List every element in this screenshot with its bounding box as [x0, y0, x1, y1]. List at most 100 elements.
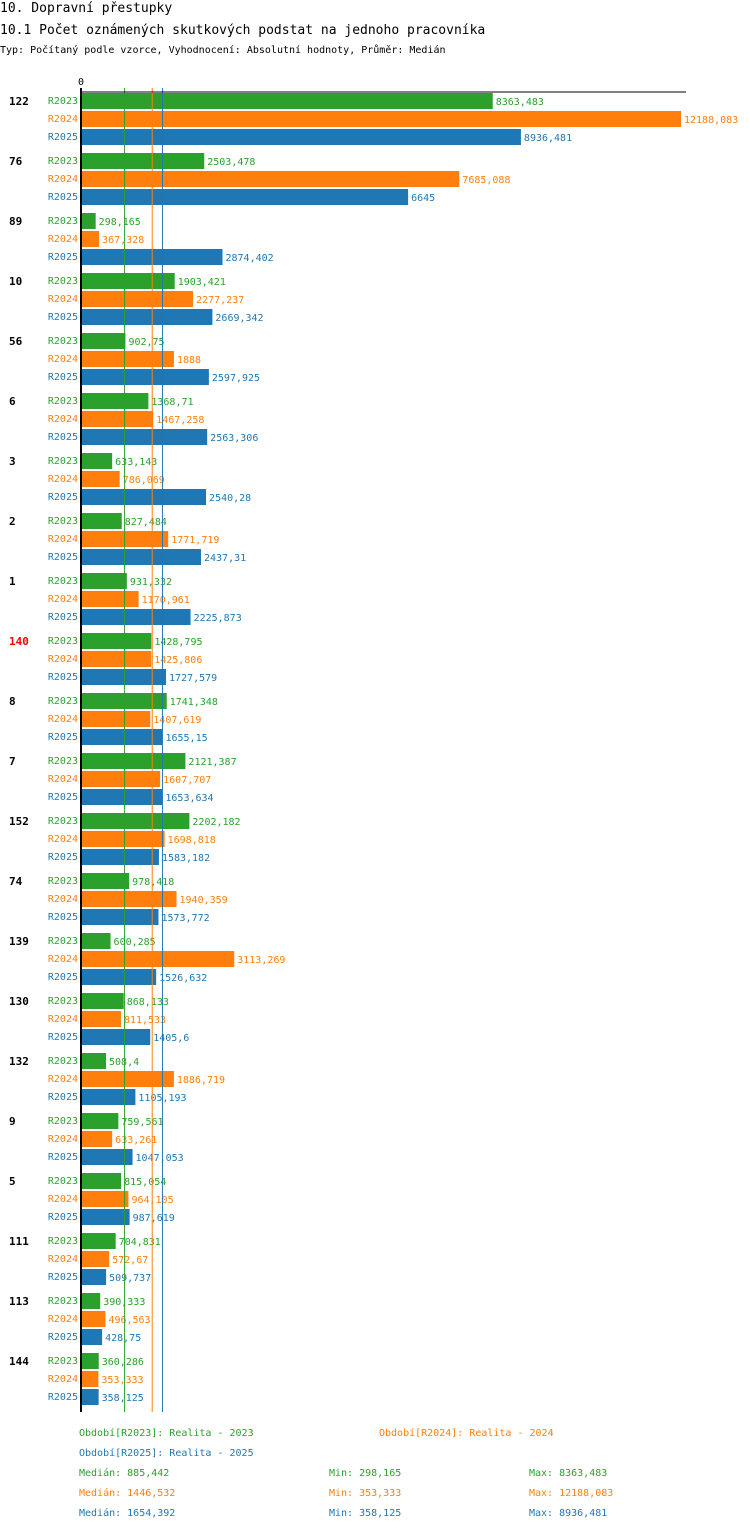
bar [81, 489, 207, 505]
category-label: 152 [9, 815, 29, 828]
data-label: 572,67 [112, 1255, 148, 1266]
max-r2024: Max: 12188,083 [529, 1488, 614, 1499]
bar [81, 831, 165, 847]
series-label: R2025 [48, 1212, 78, 1223]
category-label: 8 [9, 695, 16, 708]
data-label: 1583,182 [162, 853, 210, 864]
data-label: 1903,421 [178, 277, 226, 288]
data-label: 7685,088 [462, 175, 510, 186]
x-axis-tick-label: 0 [78, 77, 84, 88]
data-label: 2121,387 [188, 757, 236, 768]
category-label: 9 [9, 1115, 16, 1128]
bar [81, 213, 96, 229]
series-label: R2025 [48, 852, 78, 863]
data-label: 298,165 [99, 217, 141, 228]
category-label: 1 [9, 575, 16, 588]
category-label: 7 [9, 755, 16, 768]
data-label: 902,75 [128, 337, 164, 348]
series-label: R2024 [48, 894, 78, 905]
category-label: 130 [9, 995, 29, 1008]
category-label: 76 [9, 155, 23, 168]
bar [81, 129, 521, 145]
bar [81, 1029, 151, 1045]
data-label: 1888 [177, 355, 201, 366]
median-r2025: Medián: 1654,392 [79, 1508, 176, 1519]
data-label: 1886,719 [177, 1075, 225, 1086]
bar [81, 1293, 101, 1309]
data-label: 360,286 [102, 1357, 144, 1368]
data-label: 2437,31 [204, 553, 246, 564]
series-label: R2025 [48, 792, 78, 803]
bar [81, 873, 130, 889]
category-label: 5 [9, 1175, 16, 1188]
bar [81, 669, 167, 685]
chart-subtitle: 10.1 Počet oznámených skutkových podstat… [0, 23, 486, 38]
category-label: 10 [9, 275, 22, 288]
bar [81, 453, 113, 469]
data-label: 2202,182 [192, 817, 240, 828]
series-label: R2025 [48, 192, 78, 203]
bar [81, 909, 159, 925]
bar [81, 549, 201, 565]
bar [81, 1251, 110, 1267]
bar [81, 513, 122, 529]
bar [81, 1389, 99, 1405]
series-label: R2024 [48, 654, 78, 665]
data-label: 759,561 [121, 1117, 163, 1128]
series-label: R2023 [48, 1056, 78, 1067]
category-label: 89 [9, 215, 22, 228]
data-label: 827,484 [125, 517, 167, 528]
data-label: 353,333 [101, 1375, 143, 1386]
category-label: 139 [9, 935, 29, 948]
bar [81, 369, 209, 385]
bar [81, 1131, 113, 1147]
series-label: R2024 [48, 954, 78, 965]
series-label: R2023 [48, 156, 78, 167]
series-label: R2025 [48, 732, 78, 743]
bar [81, 1173, 122, 1189]
data-label: 1428,795 [154, 637, 202, 648]
series-label: R2025 [48, 912, 78, 923]
data-label: 1653,634 [165, 793, 213, 804]
data-label: 1407,619 [153, 715, 201, 726]
category-label: 56 [9, 335, 23, 348]
data-label: 1467,258 [156, 415, 204, 426]
category-label: 113 [9, 1295, 29, 1308]
series-label: R2024 [48, 714, 78, 725]
series-label: R2023 [48, 1356, 78, 1367]
bar [81, 231, 100, 247]
legend-period-r2024: Období[R2024]: Realita - 2024 [379, 1428, 554, 1439]
series-label: R2025 [48, 1332, 78, 1343]
category-label: 144 [9, 1355, 29, 1368]
category-label: 132 [9, 1055, 29, 1068]
series-label: R2023 [48, 396, 78, 407]
series-label: R2023 [48, 696, 78, 707]
category-label: 122 [9, 95, 29, 108]
data-label: 12188,083 [684, 115, 738, 126]
data-label: 8363,483 [496, 97, 544, 108]
series-label: R2024 [48, 234, 78, 245]
series-label: R2025 [48, 432, 78, 443]
data-label: 496,563 [108, 1315, 150, 1326]
data-label: 1526,632 [159, 973, 207, 984]
series-label: R2024 [48, 174, 78, 185]
series-label: R2024 [48, 114, 78, 125]
bar [81, 711, 151, 727]
series-label: R2025 [48, 492, 78, 503]
series-label: R2025 [48, 672, 78, 683]
data-label: 428,75 [105, 1333, 141, 1344]
data-label: 704,831 [119, 1237, 161, 1248]
bar [81, 273, 175, 289]
series-label: R2023 [48, 336, 78, 347]
category-label: 2 [9, 515, 16, 528]
data-label: 1573,772 [161, 913, 209, 924]
data-label: 633,143 [115, 457, 157, 468]
data-label: 1368,71 [151, 397, 193, 408]
bar [81, 309, 213, 325]
min-r2024: Min: 353,333 [329, 1488, 402, 1499]
bar [81, 591, 139, 607]
bar [81, 1329, 103, 1345]
category-label: 3 [9, 455, 16, 468]
data-label: 1607,707 [163, 775, 211, 786]
min-r2023: Min: 298,165 [329, 1468, 402, 1479]
